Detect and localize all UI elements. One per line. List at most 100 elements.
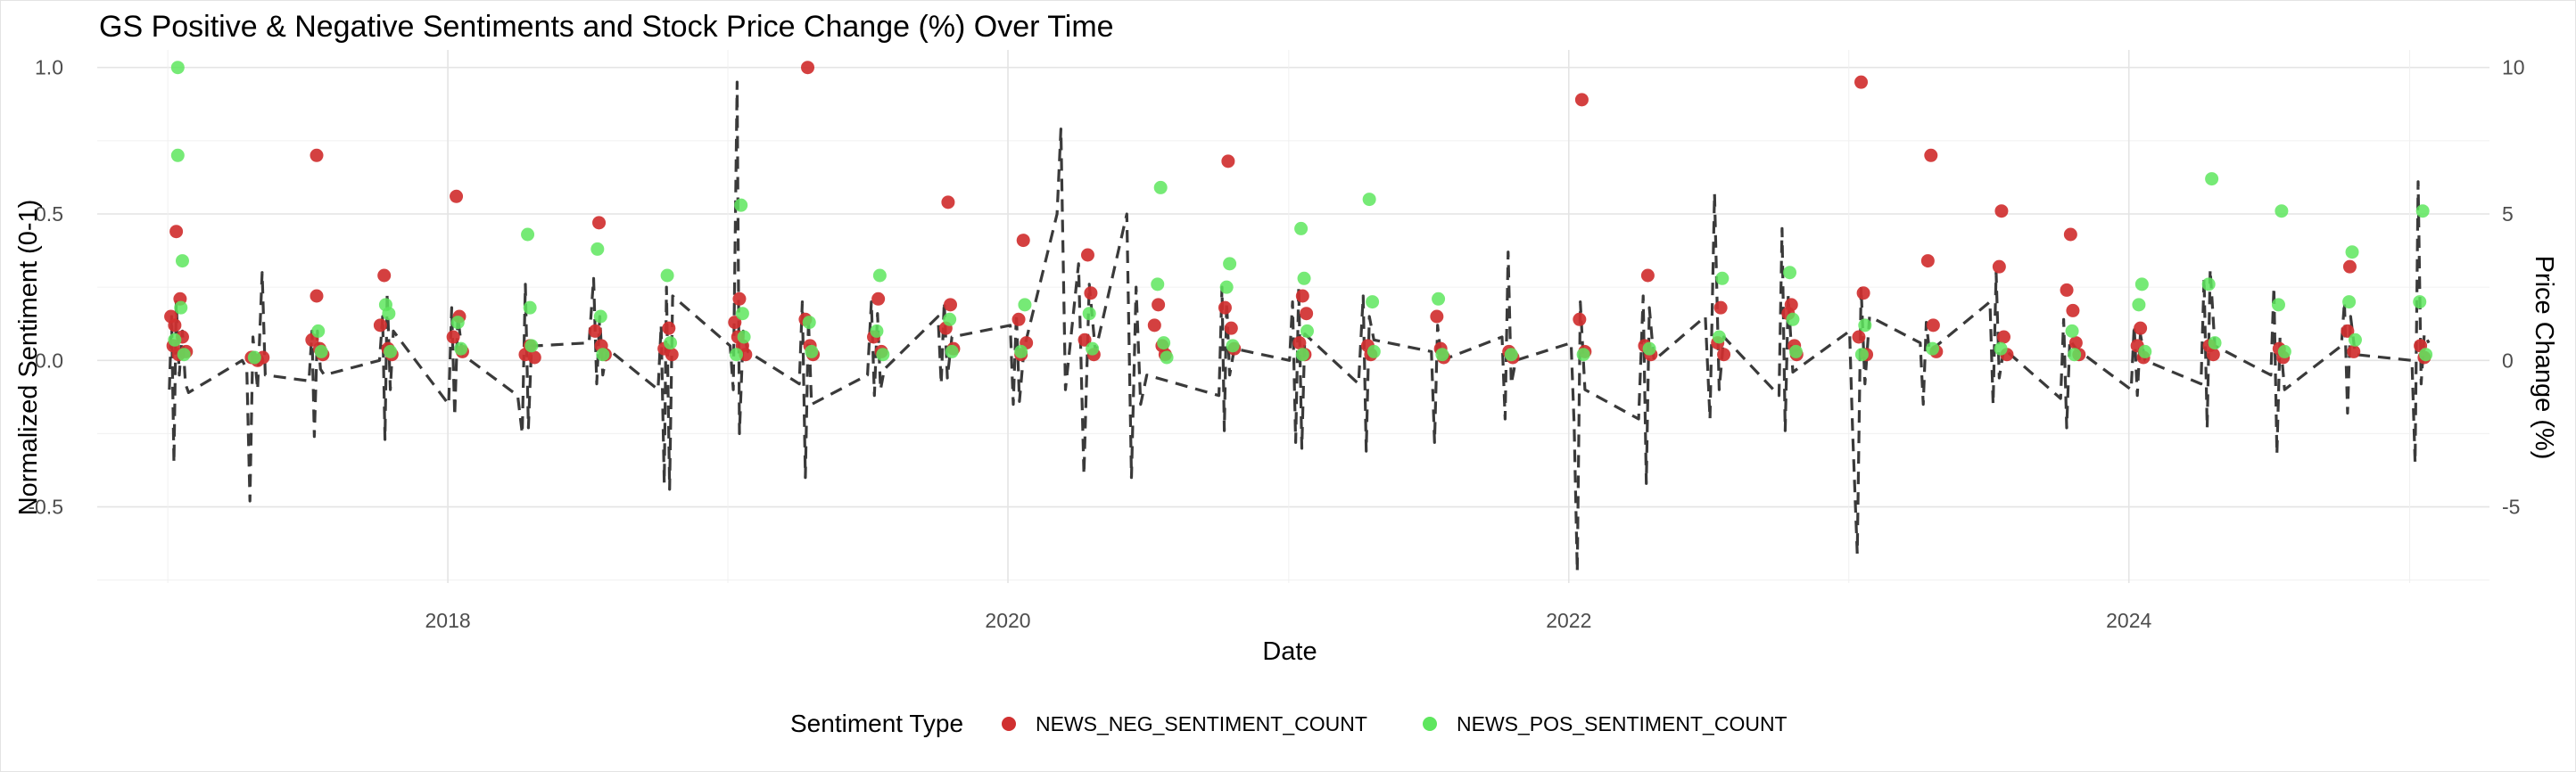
pos-sentiment-point: [2208, 336, 2222, 350]
pos-sentiment-point: [1018, 298, 1032, 312]
pos-sentiment-point: [2271, 298, 2285, 312]
neg-sentiment-point: [1218, 300, 1232, 315]
pos-sentiment-point: [170, 148, 185, 162]
legend-pos-label: NEWS_POS_SENTIMENT_COUNT: [1457, 712, 1788, 735]
y-axis-right-ticks: -5 0 5 10: [2502, 56, 2525, 519]
neg-sentiment-point: [2134, 321, 2148, 335]
legend-neg-label: NEWS_NEG_SENTIMENT_COUNT: [1036, 712, 1367, 735]
pos-sentiment-point: [311, 324, 326, 338]
pos-sentiment-point: [454, 341, 468, 356]
pos-sentiment-point: [1994, 341, 2008, 356]
pos-sentiment-point: [170, 61, 185, 75]
pos-sentiment-point: [2413, 295, 2427, 309]
pos-sentiment-point: [2348, 333, 2362, 347]
neg-sentiment-point: [588, 324, 602, 338]
pos-sentiment-point: [805, 344, 819, 358]
x-axis-ticks: 2018 2020 2022 2024: [425, 609, 2152, 632]
pos-sentiment-point: [524, 339, 539, 353]
pos-sentiment-point: [1295, 348, 1309, 362]
neg-sentiment-point: [1717, 348, 1731, 362]
sentiment-points: [164, 61, 2433, 367]
neg-sentiment-point: [2066, 303, 2080, 317]
y-axis-left-title: Normalized Sentiment (0-1): [14, 200, 43, 516]
neg-sentiment-point: [665, 348, 679, 362]
pos-sentiment-point: [2277, 344, 2291, 358]
y2-tick-label: -5: [2502, 496, 2520, 519]
chart-title: GS Positive & Negative Sentiments and St…: [99, 10, 1114, 44]
pos-sentiment-point: [1576, 348, 1590, 362]
pos-sentiment-point: [1014, 344, 1028, 358]
pos-sentiment-point: [1300, 324, 1314, 338]
y-axis-left-ticks: -0.5 0.0 0.5 1.0: [28, 56, 63, 519]
legend-pos-marker: [1423, 717, 1437, 731]
pos-sentiment-point: [168, 333, 182, 347]
pos-sentiment-point: [2132, 298, 2146, 312]
pos-sentiment-point: [876, 348, 890, 362]
pos-sentiment-point: [2201, 277, 2216, 292]
pos-sentiment-point: [174, 300, 188, 315]
pos-sentiment-point: [2275, 204, 2289, 218]
neg-sentiment-point: [739, 348, 753, 362]
neg-sentiment-point: [1300, 307, 1314, 321]
neg-sentiment-point: [944, 298, 958, 312]
pos-sentiment-point: [1157, 336, 1171, 350]
pos-sentiment-point: [660, 268, 674, 283]
pos-sentiment-point: [1160, 350, 1174, 365]
x-axis-title: Date: [1262, 637, 1317, 666]
neg-sentiment-point: [446, 330, 460, 344]
neg-sentiment-point: [2341, 324, 2355, 338]
pos-sentiment-point: [2134, 277, 2149, 292]
price-change-series-line: [168, 80, 2431, 573]
pos-sentiment-point: [730, 348, 744, 362]
pos-sentiment-point: [1926, 341, 1940, 356]
pos-sentiment-point: [2138, 344, 2152, 358]
neg-sentiment-point: [1147, 318, 1161, 333]
x-tick-label: 2024: [2106, 609, 2151, 632]
pos-sentiment-point: [384, 344, 398, 358]
y-tick-label: -0.5: [28, 496, 63, 519]
legend-neg-marker: [1002, 717, 1016, 731]
pos-sentiment-point: [1783, 266, 1797, 280]
neg-sentiment-point: [527, 350, 541, 365]
neg-sentiment-point: [1713, 300, 1728, 315]
pos-sentiment-point: [1366, 344, 1381, 358]
pos-sentiment-point: [2065, 324, 2079, 338]
neg-sentiment-point: [1997, 330, 2011, 344]
neg-sentiment-point: [1854, 75, 1869, 89]
neg-sentiment-point: [1221, 154, 1235, 168]
neg-sentiment-point: [1152, 298, 1166, 312]
pos-sentiment-point: [596, 348, 610, 362]
neg-sentiment-point: [1224, 321, 1238, 335]
neg-sentiment-point: [1852, 330, 1866, 344]
pos-sentiment-point: [1219, 280, 1234, 294]
y-tick-label: 0.0: [35, 349, 63, 372]
pos-sentiment-point: [2415, 204, 2430, 218]
y2-tick-label: 10: [2502, 56, 2525, 79]
pos-sentiment-point: [943, 312, 957, 326]
neg-sentiment-point: [1080, 248, 1094, 262]
pos-sentiment-point: [1153, 180, 1168, 194]
y2-tick-label: 0: [2502, 349, 2514, 372]
pos-sentiment-point: [1151, 277, 1165, 292]
neg-sentiment-point: [1994, 204, 2009, 218]
y-tick-label: 0.5: [35, 202, 63, 226]
neg-sentiment-point: [1011, 312, 1026, 326]
neg-sentiment-point: [1926, 318, 1940, 333]
neg-sentiment-point: [377, 268, 392, 283]
legend: Sentiment Type NEWS_NEG_SENTIMENT_COUNT …: [790, 710, 1788, 737]
neg-sentiment-point: [871, 292, 886, 306]
neg-sentiment-point: [2068, 336, 2083, 350]
pos-sentiment-point: [1788, 344, 1803, 358]
pos-sentiment-point: [2342, 295, 2357, 309]
neg-sentiment-point: [1574, 93, 1589, 107]
pos-sentiment-point: [735, 307, 749, 321]
neg-sentiment-point: [1992, 259, 2006, 274]
neg-sentiment-point: [1920, 254, 1935, 268]
pos-sentiment-point: [1642, 341, 1656, 356]
x-tick-label: 2018: [425, 609, 471, 632]
neg-sentiment-point: [2347, 344, 2361, 358]
neg-sentiment-point: [1292, 336, 1307, 350]
grid: [97, 50, 2489, 583]
